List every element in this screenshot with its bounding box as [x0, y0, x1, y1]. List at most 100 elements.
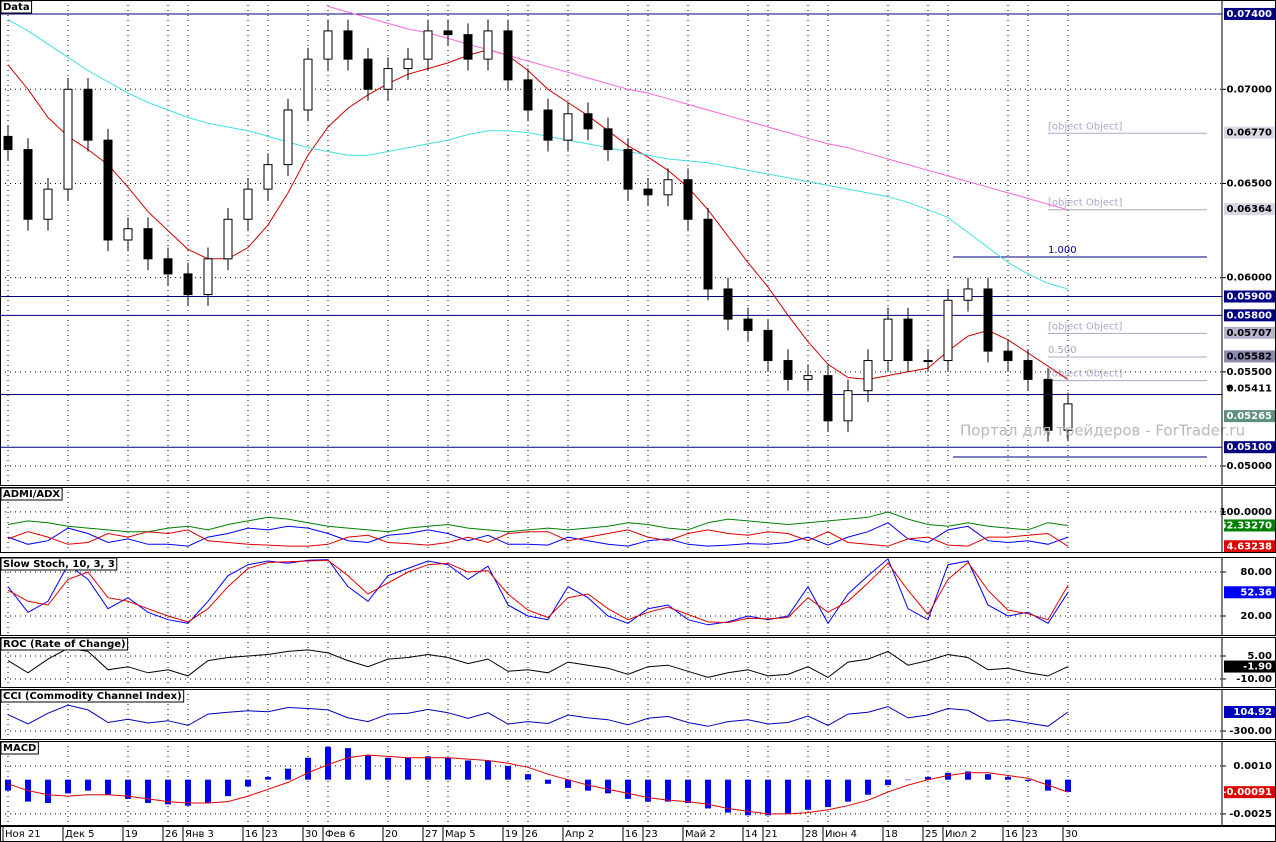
panel-title-box: [0, 741, 39, 755]
histogram-bar: [765, 779, 771, 816]
last-value-label: 62.33270: [1219, 520, 1272, 531]
histogram-bar: [85, 779, 91, 791]
panel-title-box: [0, 487, 63, 501]
candle-body: [203, 258, 213, 296]
histogram-bar: [905, 779, 911, 781]
histogram-bar: [465, 760, 471, 780]
panel-title: ADMI/ADX: [3, 489, 60, 500]
current-price-box: [1224, 382, 1276, 395]
candle-body: [423, 30, 433, 60]
indicator-line: [7, 704, 1069, 727]
last-value-label-box: [1224, 586, 1276, 599]
x-tick-label: 16: [1005, 829, 1018, 840]
histogram-bar: [65, 779, 71, 794]
histogram-bar: [1005, 776, 1011, 780]
indicator-line: [7, 511, 1069, 533]
y-tick-label: 0.06500: [1226, 178, 1272, 189]
last-value-label-box: [1224, 660, 1276, 673]
panel-title-box: [0, 0, 33, 14]
x-tick-label: Дек 5: [65, 829, 95, 840]
indicator-line: [7, 754, 1069, 815]
histogram-bar: [505, 765, 511, 780]
last-value-label-box: [1224, 540, 1276, 553]
panel-title-box: [0, 689, 185, 703]
candle-body: [883, 318, 893, 362]
histogram-bar: [345, 748, 351, 780]
histogram-bar: [265, 776, 271, 780]
candle-body: [983, 288, 993, 352]
candle-body: [503, 30, 513, 81]
indicator-line: [7, 19, 1069, 290]
y-tick-label: -0.0025: [1229, 809, 1272, 820]
price-label-box: [1224, 203, 1276, 216]
histogram-bar: [205, 779, 211, 803]
histogram-bar: [1025, 779, 1031, 782]
x-tick-label: Июн 4: [825, 829, 857, 840]
histogram-bar: [145, 779, 151, 803]
price-label-box: [1224, 350, 1276, 363]
candle-body: [183, 273, 193, 296]
histogram-bar: [805, 779, 811, 810]
x-tick-label: Фев 6: [325, 829, 355, 840]
candle-body: [563, 113, 573, 141]
x-tick-label: 16: [245, 829, 258, 840]
histogram-bar: [785, 779, 791, 814]
histogram-bar: [645, 779, 651, 802]
x-tick-label: 27: [425, 829, 438, 840]
histogram-bar: [885, 779, 891, 786]
candle-body: [403, 58, 413, 70]
level-price-label-box: [1224, 7, 1276, 20]
candle-body: [903, 318, 913, 362]
last-value-label: -0.00091: [1222, 787, 1272, 798]
candle-body: [303, 58, 313, 111]
histogram-bar: [105, 779, 111, 795]
candle-body: [323, 30, 333, 60]
y-tick-label: 80.00: [1240, 567, 1272, 578]
y-tick-label: 0.05000: [1226, 461, 1272, 472]
histogram-bar: [725, 779, 731, 813]
last-value-label-box: [1224, 519, 1276, 532]
panel-title: Slow Stoch, 10, 3, 3: [3, 559, 115, 570]
histogram-bar: [5, 779, 11, 791]
price-label: 0.06364: [1226, 204, 1272, 215]
x-tick-label: Апр 2: [565, 829, 594, 840]
y-tick-label: 0.0010: [1233, 761, 1272, 772]
watermark: Портал для трейдеров - ForTrader.ru: [960, 422, 1245, 440]
histogram-bar: [1065, 779, 1071, 792]
histogram-bar: [825, 779, 831, 808]
histogram-bar: [625, 779, 631, 799]
level-price-label-box: [1224, 441, 1276, 454]
fibo-label: [object Object]: [1048, 198, 1122, 209]
histogram-bar: [705, 779, 711, 809]
indicator-line: [7, 49, 1069, 380]
histogram-bar: [865, 779, 871, 795]
candle-body: [63, 88, 73, 190]
panel-title: CCI (Commodity Channel Index): [3, 691, 182, 702]
fibo-label: [object Object]: [1048, 369, 1122, 380]
histogram-bar: [405, 757, 411, 780]
panel-title-box: [0, 557, 118, 571]
indicator-line: [7, 529, 1069, 547]
candle-body: [83, 88, 93, 141]
x-tick-label: 18: [885, 829, 898, 840]
histogram-bar: [285, 768, 291, 780]
candle-body: [583, 113, 593, 130]
histogram-bar: [305, 757, 311, 780]
fibo-label: [object Object]: [1048, 321, 1122, 332]
price-label-box: [1224, 126, 1276, 139]
last-value-label: 52.36: [1240, 587, 1272, 598]
current-price-label: 0.05411: [1226, 384, 1272, 395]
x-tick-label: 19: [125, 829, 138, 840]
y-tick-label: 0.06000: [1226, 273, 1272, 284]
histogram-bar: [925, 776, 931, 780]
histogram-bar: [745, 779, 751, 816]
x-tick-label: 14: [745, 829, 758, 840]
y-tick-label: 100.0000: [1219, 507, 1272, 518]
candle-body: [743, 318, 753, 331]
y-tick-label: 5.00: [1247, 651, 1272, 662]
candle-body: [163, 258, 173, 275]
histogram-bar: [605, 779, 611, 794]
histogram-bar: [965, 771, 971, 780]
candle-body: [643, 188, 653, 196]
